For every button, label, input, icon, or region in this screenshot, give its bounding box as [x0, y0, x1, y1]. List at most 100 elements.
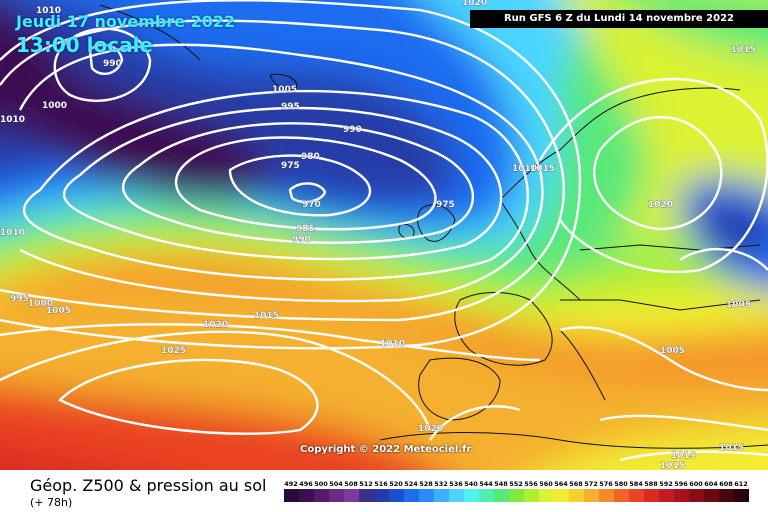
legend-swatch: [584, 489, 599, 502]
isobar-label: 1020: [418, 424, 443, 434]
isobar-label: 1010: [380, 339, 405, 349]
isobar-1020-africa: [429, 405, 521, 441]
legend-swatch: [659, 489, 674, 502]
isobar-label: 985: [296, 224, 315, 234]
legend-swatch: [494, 489, 509, 502]
isobar-label: 1015: [671, 451, 696, 461]
legend-swatch: [434, 489, 449, 502]
legend-tick-label: 604: [704, 480, 718, 488]
isobar-1005: [0, 19, 565, 322]
legend-tick-label: 492: [284, 480, 298, 488]
isobar-1025: [57, 358, 319, 435]
isobar-1005-central: [559, 326, 768, 392]
isobar-1010: [0, 0, 582, 350]
legend-swatch: [644, 489, 659, 502]
legend-tick-label: 516: [374, 480, 388, 488]
legend-swatch: [599, 489, 614, 502]
legend-swatch: [539, 489, 554, 502]
legend-tick-label: 520: [389, 480, 403, 488]
legend-tick-label: 528: [419, 480, 433, 488]
legend-tick-label: 612: [734, 480, 748, 488]
isobar-labels: 1010 1010 990 1000 1005 995 990 980 975 …: [0, 0, 756, 470]
legend-tick-label: 576: [599, 480, 613, 488]
legend-swatch: [404, 489, 419, 502]
france-outline: [454, 292, 553, 366]
legend-tick-label: 564: [554, 480, 568, 488]
legend-swatch: [449, 489, 464, 502]
scandinavia-coast: [499, 87, 741, 201]
legend-swatch: [464, 489, 479, 502]
isobar-980: [174, 136, 437, 231]
legend-tick-label: 512: [359, 480, 373, 488]
isobar-995-west: [53, 27, 152, 102]
isobar-lines: [0, 0, 768, 462]
legend-swatch: [629, 489, 644, 502]
legend-tick-label: 608: [719, 480, 733, 488]
z500-low-east-core: [696, 198, 768, 256]
legend-tick-label: 560: [539, 480, 553, 488]
legend-swatch: [359, 489, 374, 502]
legend-swatch: [689, 489, 704, 502]
legend-tick-label: 544: [479, 480, 493, 488]
color-scale-legend: 492 496 500 504 508 512 516 520 524 528 532 536 540 5…: [284, 480, 749, 502]
isobar-label: 970: [302, 200, 321, 210]
legend-tick-label: 504: [329, 480, 343, 488]
legend-tick-label: 588: [644, 480, 658, 488]
legend-swatch: [389, 489, 404, 502]
legend-swatch: [674, 489, 689, 502]
isobar-975: [228, 154, 372, 217]
isobar-label: 975: [436, 200, 455, 210]
legend-swatch: [344, 489, 359, 502]
legend-swatch: [479, 489, 494, 502]
isobar-label: 1020: [462, 0, 487, 8]
isobar-1015-south: [0, 323, 541, 362]
isobar-990-west: [88, 43, 124, 76]
isobar-label: 1015: [254, 311, 279, 321]
legend-swatch: [704, 489, 719, 502]
forecast-time: 13:00 locale: [16, 33, 153, 57]
isobar-label: 1015: [731, 45, 756, 55]
isobar-label: 1000: [42, 101, 67, 111]
isobar-1000: [18, 43, 544, 303]
legend-tick-label: 580: [614, 480, 628, 488]
isobar-1005-east: [679, 247, 768, 271]
legend-swatch: [314, 489, 329, 502]
isobar-label: 995: [281, 102, 300, 112]
isobar-label: 990: [343, 125, 362, 135]
isobar-label: 990: [292, 235, 311, 245]
legend-tick-label: 508: [344, 480, 358, 488]
legend-tick-label: 536: [449, 480, 463, 488]
isobar-995: [22, 89, 529, 281]
isobar-label: 1020: [203, 320, 228, 330]
isobar-label: 1010: [0, 228, 25, 238]
run-banner: Run GFS 6 Z du Lundi 14 novembre 2022: [470, 10, 768, 28]
legend-tick-label: 556: [524, 480, 538, 488]
isobar-label: 975: [281, 161, 300, 171]
isobar-1015-north: [538, 77, 768, 274]
weather-map: 1010 1010 990 1000 1005 995 990 980 975 …: [0, 0, 768, 470]
isobar-1020-north: [593, 116, 723, 231]
isobar-1020-south: [0, 330, 432, 431]
legend-tick-label: 596: [674, 480, 688, 488]
legend-swatch: [734, 489, 749, 502]
isobar-label: 1010: [512, 164, 537, 174]
italy-outline: [559, 329, 606, 401]
isobar-label: 1005: [726, 300, 751, 310]
isobar-label: 1005: [660, 346, 685, 356]
isobar-label: 980: [301, 152, 320, 162]
isobar-label: 1020: [648, 200, 673, 210]
legend-swatch: [719, 489, 734, 502]
isobar-label: 1005: [46, 306, 71, 316]
legend-tick-label: 568: [569, 480, 583, 488]
baltic-border: [579, 244, 761, 251]
legend-swatch: [524, 489, 539, 502]
z500-band-564-south: [545, 424, 768, 470]
z500-band-584: [0, 385, 439, 470]
isobar-1015-southeast: [599, 414, 768, 432]
legend-swatch: [614, 489, 629, 502]
lead-time: (+ 78h): [30, 496, 73, 509]
isobar-label: 1015: [660, 461, 685, 470]
copyright-notice: Copyright © 2022 Meteociel.fr: [300, 444, 472, 455]
isobar-label: 1010: [36, 6, 61, 16]
legend-swatch: [374, 489, 389, 502]
